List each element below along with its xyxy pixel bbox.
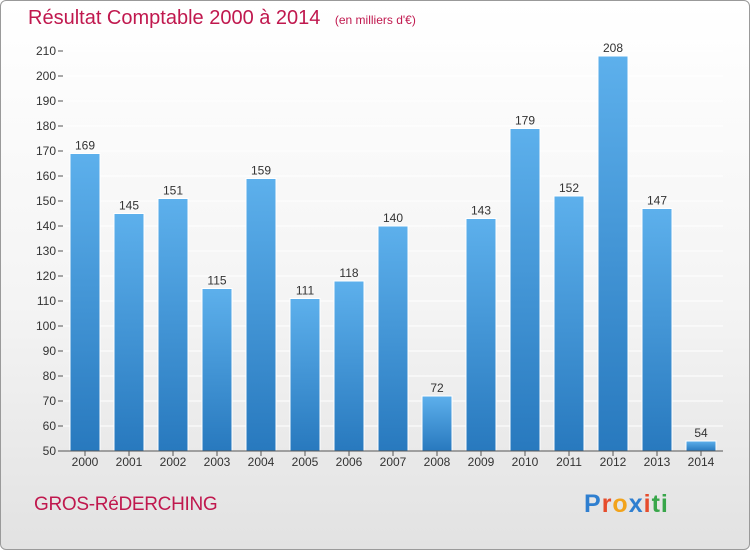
bar	[113, 213, 145, 452]
chart-title: Résultat Comptable 2000 à 2014 (en milli…	[28, 7, 416, 30]
proxiti-logo: Proxiti	[584, 490, 669, 519]
y-tick-label: 170	[36, 144, 56, 158]
data-label: 169	[75, 139, 95, 153]
bar	[377, 225, 409, 452]
bar	[245, 178, 277, 452]
y-tick-label: 180	[36, 119, 56, 133]
x-tick-label: 2006	[336, 455, 363, 469]
x-tick-label: 2004	[248, 455, 275, 469]
data-label: 118	[339, 266, 358, 280]
data-label: 72	[430, 381, 444, 395]
data-label: 54	[694, 426, 708, 440]
y-tick-label: 190	[36, 94, 56, 108]
town-name: GROS-RéDERCHING	[34, 494, 218, 515]
x-tick-label: 2005	[292, 455, 319, 469]
bar	[509, 128, 541, 452]
y-tick-label: 60	[43, 419, 57, 433]
data-label: 111	[296, 284, 315, 298]
x-tick-label: 2008	[424, 455, 451, 469]
data-label: 208	[603, 41, 623, 55]
x-tick-label: 2002	[160, 455, 187, 469]
data-label: 143	[471, 204, 491, 218]
y-tick-label: 90	[43, 344, 57, 358]
logo-letter: r	[601, 490, 613, 518]
y-tick-label: 50	[43, 444, 57, 458]
chart-title-text: Résultat Comptable 2000 à 2014	[28, 7, 321, 29]
data-label: 152	[559, 181, 579, 195]
data-label: 179	[515, 114, 535, 128]
bar	[553, 195, 585, 452]
x-tick-label: 2014	[688, 455, 715, 469]
data-label: 151	[163, 184, 183, 198]
y-tick-label: 140	[36, 219, 56, 233]
data-label: 145	[119, 199, 139, 213]
y-tick-label: 160	[36, 169, 56, 183]
x-tick-label: 2007	[380, 455, 407, 469]
bar	[201, 288, 233, 452]
data-label: 159	[251, 164, 271, 178]
logo-letter: i	[643, 490, 652, 518]
data-label: 140	[383, 211, 403, 225]
bar	[421, 395, 453, 452]
y-tick-label: 100	[36, 319, 56, 333]
chart-unit-label: (en milliers d'€)	[334, 13, 416, 27]
logo-letter: o	[612, 490, 629, 518]
x-tick-label: 2011	[556, 455, 582, 469]
bar-series: 169 145 151 115 159 111 118 140 72 143 179 152 208 14…	[69, 41, 717, 452]
y-tick-label: 120	[36, 269, 56, 283]
x-tick-label: 2001	[116, 455, 143, 469]
x-tick-label: 2000	[72, 455, 99, 469]
bar	[641, 208, 673, 452]
logo-letter: ti	[651, 490, 669, 518]
y-tick-label: 70	[43, 394, 57, 408]
x-tick-label: 2010	[512, 455, 539, 469]
y-tick-label: 110	[37, 294, 56, 308]
bar	[333, 280, 365, 452]
y-tick-label: 200	[36, 69, 56, 83]
bar	[157, 198, 189, 452]
bar	[69, 153, 101, 452]
bar	[289, 298, 321, 452]
x-tick-label: 2013	[644, 455, 671, 469]
x-tick-label: 2003	[204, 455, 231, 469]
data-label: 147	[647, 194, 667, 208]
bar	[465, 218, 497, 452]
logo-letter: P	[584, 490, 602, 518]
x-tick-label: 2012	[600, 455, 627, 469]
y-tick-label: 150	[36, 194, 56, 208]
bar	[597, 55, 629, 452]
logo-letter: x	[628, 490, 644, 518]
y-tick-label: 80	[43, 369, 57, 383]
y-tick-label: 130	[36, 244, 56, 258]
data-label: 115	[207, 274, 226, 288]
x-axis-ticks: 2000 2001 2002 2003 2004 2005 2006 2007 2008 2009…	[72, 451, 715, 469]
y-axis-ticks: 50 60 70 80 90 100 110 120 130 140 150 160 170 180 190…	[36, 44, 63, 458]
x-tick-label: 2009	[468, 455, 495, 469]
bar	[685, 440, 717, 452]
y-tick-label: 210	[36, 44, 56, 58]
